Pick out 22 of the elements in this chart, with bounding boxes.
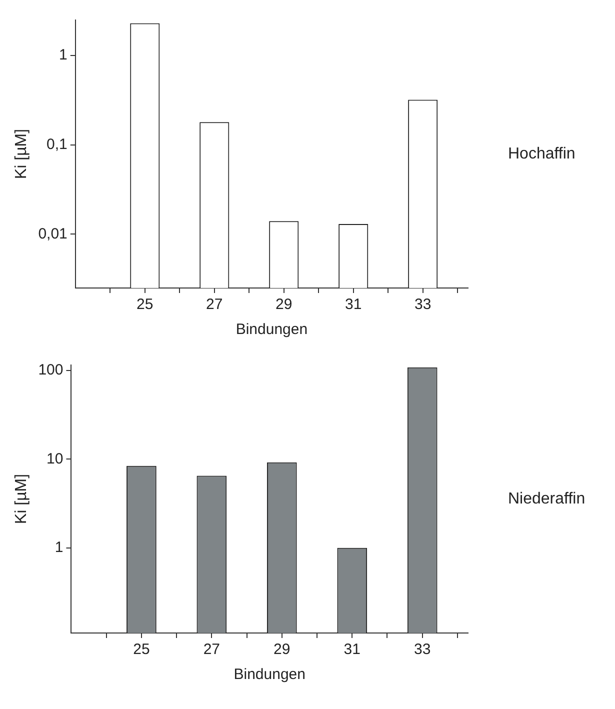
x-tick-label: 33 — [414, 641, 431, 658]
x-tick-label: 27 — [206, 296, 223, 314]
y-axis-title: Ki [µM] — [13, 128, 30, 180]
y-tick-label: 10 — [46, 450, 64, 468]
text: Niederaffin — [508, 490, 586, 508]
x-tick-label: 27 — [203, 641, 220, 658]
x-tick-label: 31 — [344, 641, 360, 658]
y-tick-label: 1 — [54, 539, 64, 556]
y-tick-label: 1 — [59, 46, 68, 64]
text: Hochaffin — [508, 145, 576, 162]
x-tick-label: 29 — [274, 641, 290, 658]
x-tick-label: 29 — [276, 296, 292, 314]
x-axis-title: Bindungen — [234, 666, 306, 684]
y-tick-label: 0,1 — [46, 136, 68, 154]
x-tick-label: 25 — [136, 296, 154, 314]
x-axis-title: Bindungen — [236, 321, 308, 338]
x-tick-label: 31 — [345, 296, 362, 314]
x-tick-label: 33 — [414, 296, 432, 314]
y-tick-label: 0,01 — [38, 225, 68, 242]
x-tick-label: 25 — [133, 641, 150, 658]
y-tick-label: 100 — [38, 362, 64, 379]
y-axis-title: Ki [µM] — [13, 474, 30, 524]
